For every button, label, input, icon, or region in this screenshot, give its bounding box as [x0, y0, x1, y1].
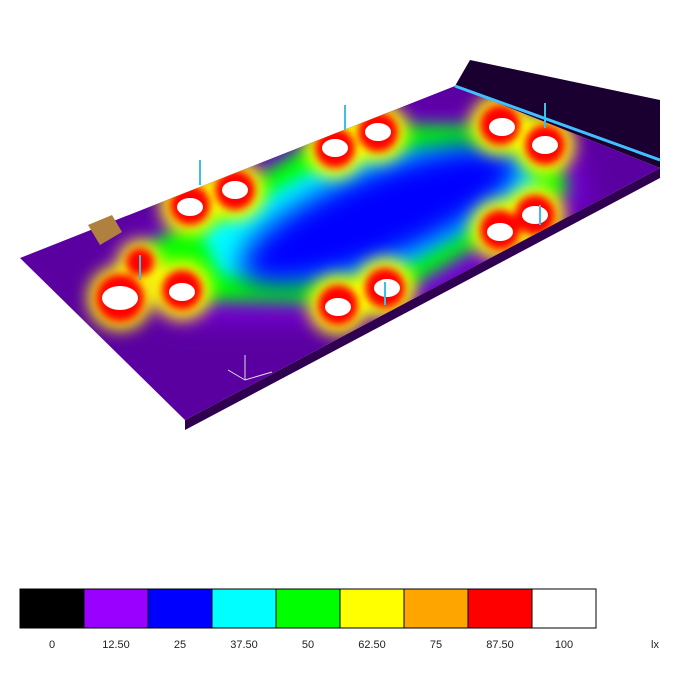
legend-label: 0 [49, 639, 55, 651]
axes-gizmo [227, 355, 273, 381]
legend-swatch [211, 588, 277, 629]
legend-label: 75 [430, 639, 442, 651]
legend-swatch [83, 588, 149, 629]
legend-swatch [531, 588, 597, 629]
legend-swatch [403, 588, 469, 629]
legend-swatch [275, 588, 341, 629]
legend-label: 87.50 [486, 639, 514, 651]
light-poles [139, 103, 546, 305]
legend-swatch [147, 588, 213, 629]
legend-label: 50 [302, 639, 314, 651]
rendering [20, 60, 661, 430]
legend-swatch [19, 588, 85, 629]
legend-swatch [339, 588, 405, 629]
legend: 0 12.50 25 37.50 50 62.50 75 87.50 100 lx [19, 588, 659, 651]
legend-label: 37.50 [230, 639, 258, 651]
legend-swatch [467, 588, 533, 629]
legend-label: 12.50 [102, 639, 130, 651]
legend-label: 25 [174, 639, 186, 651]
floor-edge [185, 168, 660, 430]
wall-edge [454, 84, 661, 162]
legend-unit: lx [651, 639, 659, 651]
illuminance-map [88, 95, 590, 335]
legend-label: 100 [555, 639, 573, 651]
building [88, 215, 122, 245]
legend-label: 62.50 [358, 639, 386, 651]
